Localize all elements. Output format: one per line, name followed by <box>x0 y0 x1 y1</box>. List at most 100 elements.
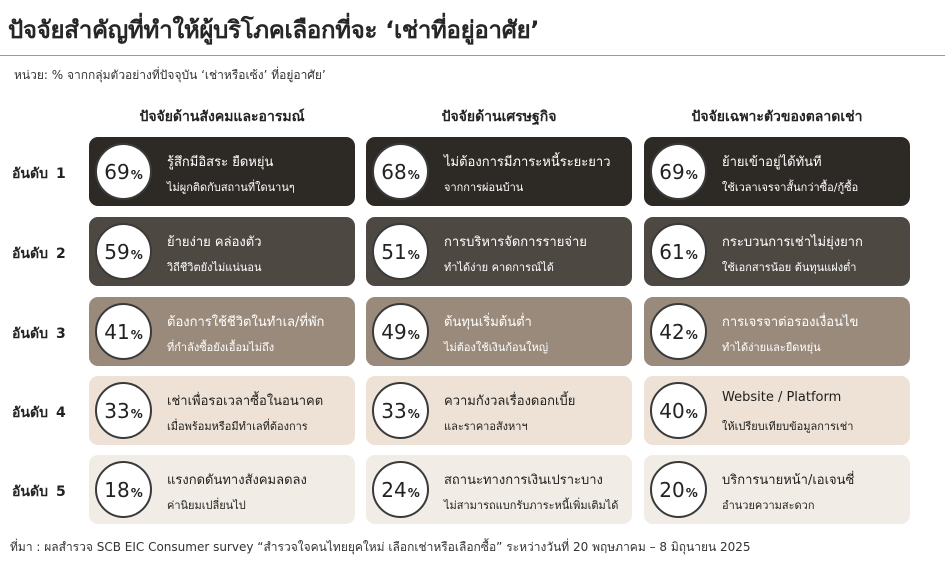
percent-circle: 68% <box>372 143 429 200</box>
percent-value: 18 <box>104 477 130 502</box>
percent-sign: % <box>685 327 698 342</box>
factor-detail: ใช้เวลาเจรจาสั้นกว่าซื้อ/กู้ซื้อ <box>722 181 859 194</box>
rank-number: 3 <box>55 326 66 342</box>
factor-title: ไม่ต้องการมีภาระหนี้ระยะยาว <box>444 155 611 170</box>
factor-detail: ไม่ต้องใช้เงินก้อนใหญ่ <box>444 341 549 354</box>
factor-title: ต้องการใช้ชีวิตในทำเล/ที่พัก <box>167 315 325 330</box>
rank-word: อันดับ <box>12 166 48 182</box>
percent-sign: % <box>685 167 698 182</box>
factor-title: ความกังวลเรื่องดอกเบี้ย <box>444 394 576 409</box>
factor-card: 41% ต้องการใช้ชีวิตในทำเล/ที่พัก ที่กำลังซ… <box>89 297 355 366</box>
percent-value: 68 <box>381 159 407 184</box>
factor-title: สถานะทางการเงินเปราะบาง <box>444 473 603 488</box>
factor-title: การเจรจาต่อรองเงื่อนไข <box>722 315 859 330</box>
factor-card: 69% รู้สึกมีอิสระ ยืดหยุ่นไม่ผูกติดกับสถา… <box>89 137 355 206</box>
factor-detail: อำนวยความสะดวก <box>722 499 815 512</box>
factor-title: รู้สึกมีอิสระ ยืดหยุ่น <box>167 155 274 170</box>
percent-value: 33 <box>381 398 407 423</box>
percent-circle: 33% <box>372 382 429 439</box>
percent-value: 69 <box>659 159 685 184</box>
unit-note: หน่วย: % จากกลุ่มตัวอย่างที่ปัจจุบัน ‘เช… <box>14 68 326 82</box>
percent-circle: 20% <box>650 461 707 518</box>
percent-value: 42 <box>659 319 685 344</box>
rank-word: อันดับ <box>12 484 48 500</box>
percent-sign: % <box>685 485 698 500</box>
percent-value: 40 <box>659 398 685 423</box>
rank-label: อันดับ 1 <box>12 163 66 185</box>
rank-number: 5 <box>55 484 66 500</box>
factor-title: Website / Platform <box>722 390 842 405</box>
column-header: ปัจจัยด้านเศรษฐกิจ <box>441 109 557 125</box>
percent-circle: 61% <box>650 223 707 280</box>
factor-title: ต้นทุนเริ่มต้นต่ำ <box>444 315 532 330</box>
factor-card: 33% เช่าเพื่อรอเวลาซื้อในอนาคตเมื่อพร้อมห… <box>89 376 355 445</box>
percent-sign: % <box>130 485 143 500</box>
rank-word: อันดับ <box>12 326 48 342</box>
rank-label: อันดับ 3 <box>12 323 66 345</box>
percent-sign: % <box>407 485 420 500</box>
factor-title: เช่าเพื่อรอเวลาซื้อในอนาคต <box>167 394 324 409</box>
factor-card: 69% ย้ายเข้าอยู่ได้ทันทีใช้เวลาเจรจาสั้นก… <box>644 137 910 206</box>
percent-circle: 41% <box>95 303 152 360</box>
percent-sign: % <box>685 247 698 262</box>
source-note: ที่มา : ผลสำรวจ SCB EIC Consumer survey … <box>10 540 751 554</box>
rank-label: อันดับ 2 <box>12 243 66 265</box>
factor-card: 20% บริการนายหน้า/เอเจนซี่อำนวยความสะดวก <box>644 455 910 524</box>
factor-detail: ไม่ผูกติดกับสถานที่ใดนานๆ <box>167 181 295 194</box>
percent-sign: % <box>130 327 143 342</box>
percent-sign: % <box>407 327 420 342</box>
factor-detail: ค่านิยมเปลี่ยนไป <box>167 499 246 512</box>
percent-circle: 40% <box>650 382 707 439</box>
percent-circle: 51% <box>372 223 429 280</box>
percent-circle: 69% <box>95 143 152 200</box>
percent-circle: 42% <box>650 303 707 360</box>
factor-title: ย้ายเข้าอยู่ได้ทันที <box>722 155 822 170</box>
percent-sign: % <box>130 406 143 421</box>
page-title: ปัจจัยสำคัญที่ทำให้ผู้บริโภคเลือกที่จะ ‘… <box>8 16 540 44</box>
factor-card: 61% กระบวนการเช่าไม่ยุ่งยากใช้เอกสารน้อย … <box>644 217 910 286</box>
factor-card: 49% ต้นทุนเริ่มต้นต่ำ ไม่ต้องใช้เงินก้อนให… <box>366 297 632 366</box>
factor-detail: ทำได้ง่าย คาดการณ์ได้ <box>444 261 554 274</box>
factor-detail: เมื่อพร้อมหรือมีทำเลที่ต้องการ <box>167 420 308 433</box>
title-divider <box>0 55 945 56</box>
percent-value: 20 <box>659 477 685 502</box>
factor-title: การบริหารจัดการรายจ่าย <box>444 235 587 250</box>
percent-value: 51 <box>381 239 407 264</box>
percent-value: 41 <box>104 319 130 344</box>
percent-sign: % <box>407 406 420 421</box>
factor-detail: ใช้เอกสารน้อย ต้นทุนแฝงต่ำ <box>722 261 857 274</box>
percent-value: 69 <box>104 159 130 184</box>
rank-word: อันดับ <box>12 246 48 262</box>
percent-value: 59 <box>104 239 130 264</box>
percent-circle: 59% <box>95 223 152 280</box>
rank-word: อันดับ <box>12 405 48 421</box>
factor-card: 33% ความกังวลเรื่องดอกเบี้ยและราคาอสังหาฯ <box>366 376 632 445</box>
percent-circle: 24% <box>372 461 429 518</box>
factor-detail: วิถีชีวิตยังไม่แน่นอน <box>167 261 262 274</box>
percent-value: 24 <box>381 477 407 502</box>
factor-card: 40% Website / Platform ให้เปรียบเทียบข้อมู… <box>644 376 910 445</box>
factor-detail: ไม่สามารถแบกรับภาระหนี้เพิ่มเติมได้ <box>444 499 619 512</box>
percent-sign: % <box>407 167 420 182</box>
factor-title: กระบวนการเช่าไม่ยุ่งยาก <box>722 235 863 250</box>
rank-number: 1 <box>55 166 66 182</box>
factor-title: บริการนายหน้า/เอเจนซี่ <box>722 473 855 488</box>
factor-title: แรงกดดันทางสังคมลดลง <box>167 473 307 488</box>
factor-detail: ทำได้ง่ายและยืดหยุ่น <box>722 341 821 354</box>
percent-sign: % <box>685 406 698 421</box>
factor-card: 18% แรงกดดันทางสังคมลดลงค่านิยมเปลี่ยนไป <box>89 455 355 524</box>
factor-detail: จากการผ่อนบ้าน <box>444 181 524 194</box>
percent-value: 33 <box>104 398 130 423</box>
factor-detail: และราคาอสังหาฯ <box>444 420 528 433</box>
column-header: ปัจจัยด้านสังคมและอารมณ์ <box>139 109 305 125</box>
percent-circle: 18% <box>95 461 152 518</box>
factor-title: ย้ายง่าย คล่องตัว <box>167 235 262 250</box>
factor-card: 59% ย้ายง่าย คล่องตัววิถีชีวิตยังไม่แน่นอ… <box>89 217 355 286</box>
rank-label: อันดับ 5 <box>12 481 66 503</box>
percent-sign: % <box>407 247 420 262</box>
percent-sign: % <box>130 247 143 262</box>
factor-card: 42% การเจรจาต่อรองเงื่อนไขทำได้ง่ายและยืด… <box>644 297 910 366</box>
rank-number: 4 <box>55 405 66 421</box>
percent-value: 61 <box>659 239 685 264</box>
factor-detail: ให้เปรียบเทียบข้อมูลการเช่า <box>722 420 854 433</box>
